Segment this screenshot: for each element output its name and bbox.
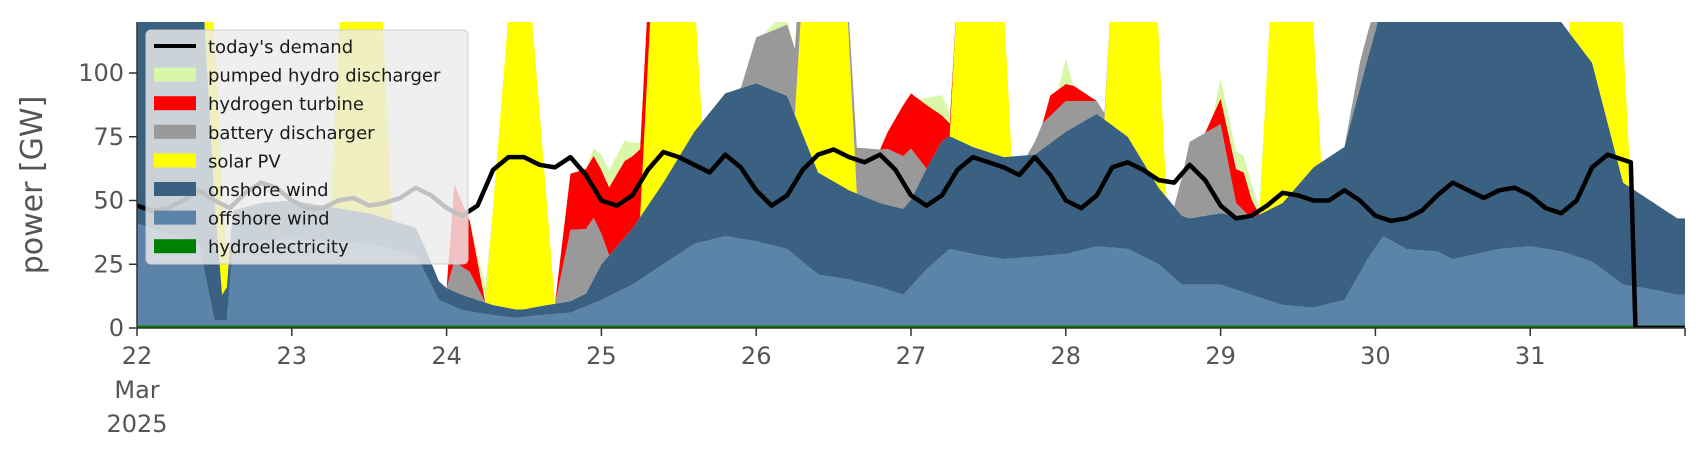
- y-tick-label: 25: [93, 250, 124, 278]
- legend-label: pumped hydro discharger: [208, 66, 441, 87]
- x-tick-label: 31: [1515, 342, 1546, 370]
- area-offshore-wind: [137, 223, 1685, 326]
- legend-handle: [154, 239, 196, 254]
- legend-label: hydrogen turbine: [208, 94, 364, 115]
- y-tick-label: 100: [78, 59, 124, 87]
- legend-label: onshore wind: [208, 180, 329, 201]
- legend-handle: [154, 96, 196, 111]
- axes: 0 25 50 75 100 22 Mar 2025 23 24 25 26 27 28 29 30 31: [78, 22, 1686, 438]
- y-tick-label: 50: [93, 187, 124, 215]
- x-tick-label: 28: [1051, 342, 1082, 370]
- legend-handle: [154, 210, 196, 225]
- area-battery-discharger: [213, 22, 1685, 304]
- legend-label: solar PV: [208, 151, 281, 172]
- x-tick-label: 30: [1360, 342, 1391, 370]
- legend: today's demand pumped hydro discharger hyd…: [145, 29, 469, 265]
- x-tick-label: 24: [431, 342, 462, 370]
- x-tick-label: 29: [1205, 342, 1236, 370]
- legend-label: today's demand: [208, 37, 353, 58]
- x-tick-label: 22 Mar 2025: [106, 342, 167, 438]
- y-axis-label: power [GW]: [15, 96, 50, 275]
- area-onshore-wind: [137, 22, 1685, 321]
- x-tick-label: 27: [896, 342, 927, 370]
- legend-handle: [154, 67, 196, 82]
- legend-handle: [154, 153, 196, 168]
- legend-box: [145, 29, 469, 265]
- x-tick-label: 25: [586, 342, 617, 370]
- legend-label: offshore wind: [208, 209, 330, 230]
- legend-handle: [154, 182, 196, 196]
- legend-handle: [154, 124, 196, 139]
- y-tick-label: 75: [93, 123, 124, 151]
- x-tick-label: 23: [277, 342, 308, 370]
- legend-label: battery discharger: [208, 123, 375, 144]
- legend-label: hydroelectricity: [208, 237, 349, 258]
- y-tick-label: 0: [109, 314, 124, 342]
- area-solar-pv: [204, 22, 1685, 310]
- x-tick-label: 26: [741, 342, 772, 370]
